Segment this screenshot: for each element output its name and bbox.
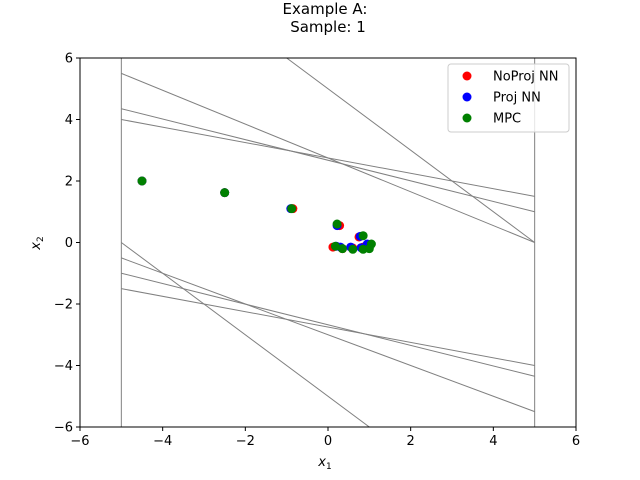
y-axis-label: x2 — [29, 236, 46, 250]
chart-title-line1: Example A: — [283, 0, 368, 18]
x-tick-label: −2 — [236, 434, 255, 449]
y-tick-label: 2 — [65, 175, 73, 190]
legend-box — [447, 63, 570, 133]
data-markers — [137, 176, 376, 254]
legend-label-mpc: MPC — [493, 112, 521, 127]
y-tick-label: −4 — [54, 359, 73, 374]
y-tick-label: 0 — [65, 236, 73, 251]
mpc-point — [332, 219, 342, 229]
constraint-line — [121, 288, 535, 366]
x-tick-label: −4 — [153, 434, 172, 449]
x-tick-label: 4 — [489, 434, 497, 449]
mpc-point — [287, 204, 297, 214]
y-tick-label: −6 — [54, 421, 73, 436]
legend-label-noproj-nn: NoProj NN — [493, 70, 559, 85]
constraint-line — [121, 108, 535, 213]
x-tick-label: 2 — [407, 434, 415, 449]
x-axis-label: x1 — [317, 455, 331, 472]
legend-marker-proj-nn — [462, 92, 472, 102]
y-tick-label: −2 — [54, 298, 73, 313]
mpc-point — [337, 244, 347, 254]
mpc-point — [358, 244, 368, 254]
mpc-point — [358, 231, 368, 241]
x-tick-label: −6 — [70, 434, 89, 449]
y-tick-label: 4 — [65, 113, 73, 128]
constraint-line — [286, 58, 535, 243]
constraint-line — [121, 257, 535, 413]
mpc-point — [220, 188, 230, 198]
legend-label-proj-nn: Proj NN — [493, 91, 541, 106]
constraint-line — [121, 119, 535, 197]
y-tick-label: 6 — [65, 52, 73, 67]
x-tick-label: 0 — [324, 434, 332, 449]
legend-marker-noproj-nn — [462, 71, 472, 81]
mpc-point — [137, 176, 147, 186]
legend: NoProj NN Proj NN MPC — [447, 63, 570, 133]
x-tick-label: 6 — [572, 434, 580, 449]
y-axis-ticks: −6 −4 −2 0 2 4 6 — [54, 52, 80, 436]
legend-marker-mpc — [462, 113, 472, 123]
constraint-lines — [120, 58, 536, 427]
x-axis-ticks: −6 −4 −2 0 2 4 6 — [70, 427, 580, 449]
mpc-point — [348, 244, 358, 254]
mpc-point — [330, 241, 340, 251]
chart-title-line2: Sample: 1 — [290, 18, 366, 36]
constraint-line — [121, 272, 535, 377]
